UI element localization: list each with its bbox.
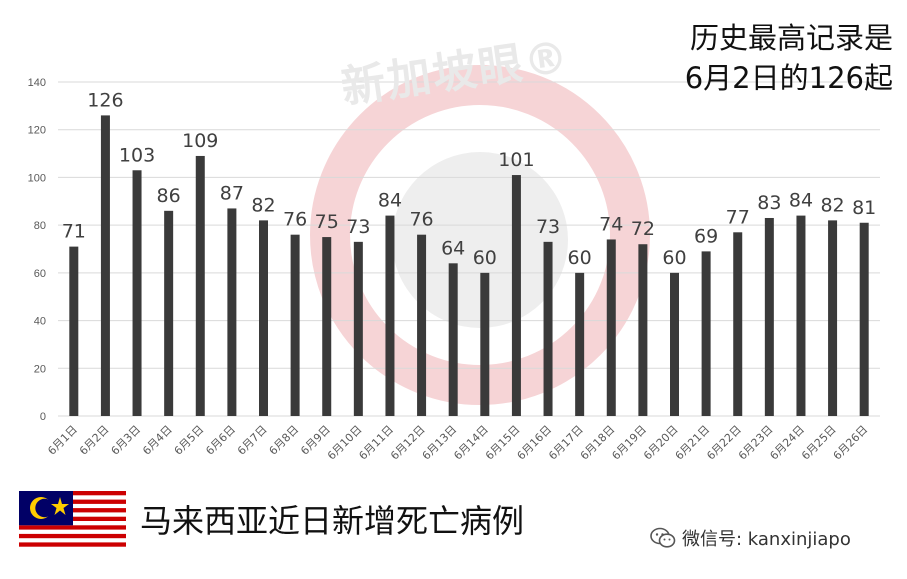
bar-value-label: 87 [220,182,244,204]
y-axis-ticks: 0 20 40 60 80 100 120 140 [28,77,46,423]
bar-value-label: 75 [315,211,339,233]
bar [480,272,490,416]
x-axis-ticks: 6月1日6月2日6月3日6月4日6月5日6月6日6月7日6月8日6月9日6月10… [45,423,870,463]
bar-value-label: 103 [119,144,155,166]
bar-value-label: 71 [62,221,86,243]
x-tick-label: 6月7日 [235,423,270,458]
bar-value-label: 76 [409,209,433,231]
bar [132,170,142,416]
record-annotation-line2: 6月2日的126起 [684,61,893,95]
bar [733,232,743,416]
bar [164,210,174,416]
bar-value-label: 82 [251,194,275,216]
malaysia-flag-icon [19,491,126,551]
x-tick-label: 6月6日 [203,423,238,458]
bar [670,272,679,416]
bar [764,217,774,416]
gridlines [58,81,880,417]
bar [100,115,110,417]
y-tick-label: 80 [34,220,46,232]
bar-value-label: 77 [726,206,750,228]
bar-value-label: 76 [283,209,307,231]
bar [417,234,427,416]
bar [606,239,616,416]
watermark-disc [392,152,568,328]
bar [701,251,711,416]
bar-value-label: 73 [536,216,560,238]
bar-value-label: 69 [694,225,718,247]
bar-value-label: 86 [157,185,181,207]
wechat-id: 微信号: kanxinjiapo [650,525,851,551]
x-tick-label: 6月5日 [172,423,207,458]
bar [322,237,332,416]
watermark-ring [310,65,650,405]
bar-value-label: 60 [662,247,686,269]
bar [259,220,268,416]
bar [796,215,806,416]
footer-title: 马来西亚近日新增死亡病例 [140,502,525,540]
bar [511,175,521,416]
bar-value-label: 101 [498,149,534,171]
y-tick-label: 100 [28,172,46,184]
bar [290,234,300,416]
bar-value-label: 109 [182,130,218,152]
x-tick-label: 6月4日 [140,423,175,458]
bar [448,263,458,416]
bar [385,215,395,416]
bar-value-label: 84 [789,190,813,212]
record-annotation-line1: 历史最高记录是 [689,21,893,55]
bar [227,208,237,416]
y-tick-label: 20 [34,363,46,375]
bar-value-label: 84 [378,190,402,212]
bar-value-label: 74 [599,213,623,235]
bar [195,155,205,416]
bar [543,241,553,416]
bar-value-label: 64 [441,237,465,259]
x-tick-label: 6月3日 [109,423,144,458]
record-annotation: 历史最高记录是 6月2日的126起 [685,18,893,98]
bar-value-label: 60 [473,247,497,269]
bar [638,244,648,416]
x-tick-label: 6月8日 [267,423,302,458]
y-tick-label: 0 [40,411,46,423]
bar-value-label: 83 [757,192,781,214]
x-tick-label: 6月26日 [831,423,871,463]
y-tick-label: 60 [34,268,46,280]
wechat-icon [650,527,676,548]
bar [575,272,585,416]
bar-value-label: 82 [820,194,844,216]
bar [69,246,79,416]
bars [69,115,869,417]
bar [828,220,838,416]
wechat-id-label: 微信号: kanxinjiapo [682,529,851,550]
bar-value-label: 60 [568,247,592,269]
bar-value-label: 126 [87,89,123,111]
x-tick-label: 6月2日 [77,423,112,458]
y-tick-label: 120 [28,125,46,137]
bar [859,222,869,416]
bar-value-label: 81 [852,197,876,219]
bar-value-label: 73 [346,216,370,238]
bar [353,241,363,416]
x-tick-label: 6月1日 [45,423,80,458]
bar-value-label: 72 [631,218,655,240]
y-tick-label: 140 [28,77,46,89]
y-tick-label: 40 [34,316,46,328]
